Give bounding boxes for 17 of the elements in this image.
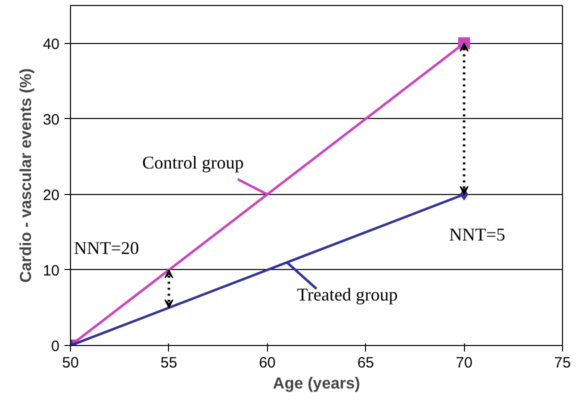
- x-tick-label: 60: [258, 354, 276, 372]
- x-tick-label: 50: [62, 354, 79, 372]
- x-tick-label: 70: [456, 354, 472, 372]
- x-tick-label: 55: [160, 354, 178, 372]
- y-tick-label: 10: [42, 262, 60, 280]
- x-tick-label: 65: [357, 354, 374, 372]
- x-tick-label: 75: [554, 354, 571, 372]
- y-tick-label: 40: [42, 36, 60, 53]
- y-axis-title: Cardio - vascular events (%): [18, 68, 35, 283]
- annotation: NNT=20: [74, 238, 140, 258]
- series-label: Control group: [142, 152, 244, 172]
- y-tick-label: 0: [51, 338, 60, 355]
- annotation: NNT=5: [449, 224, 506, 244]
- legend-label: Treated group: [296, 284, 398, 304]
- y-tick-label: 20: [42, 186, 60, 204]
- y-tick-label: 30: [42, 111, 60, 128]
- x-axis-title: Age (years): [272, 376, 360, 392]
